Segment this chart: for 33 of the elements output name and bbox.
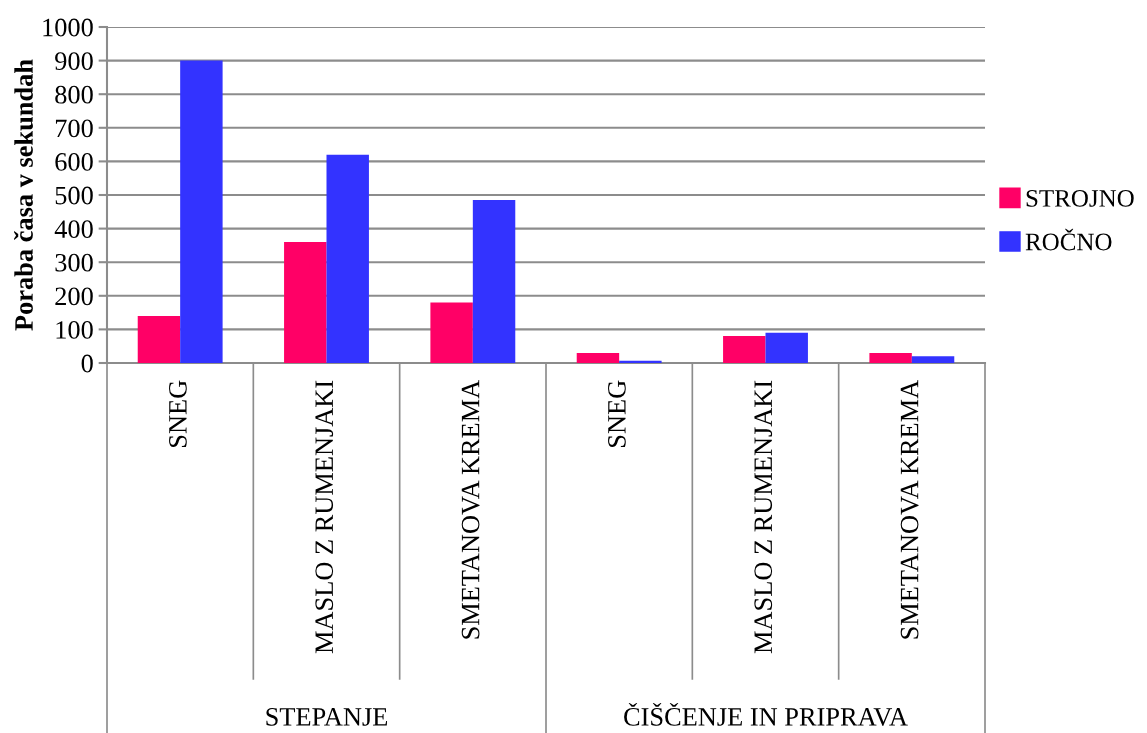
bar — [180, 60, 223, 363]
text: ČIŠČENJE IN PRIPRAVA — [624, 702, 908, 726]
y-tick-label: 900 — [55, 52, 93, 71]
bar — [911, 356, 955, 363]
x-tick-label: MASLO Z RUMENJAKI — [315, 380, 334, 654]
y-tick-label: 400 — [54, 220, 93, 239]
bar — [765, 332, 808, 363]
x-tick-label: SMETANOVA KREMA — [461, 379, 480, 639]
y-tick-label: 100 — [56, 321, 93, 339]
x-tick-label: SMETANOVA KREMA — [900, 379, 919, 639]
y-tick-label: 600 — [55, 153, 93, 171]
x-tick-label: MASLO Z RUMENJAKI — [754, 380, 773, 654]
y-tick-label: 300 — [55, 253, 93, 272]
y-tick-label: 700 — [55, 119, 93, 138]
text: STEPANJE — [266, 708, 388, 726]
legend-label: ROČNO — [1025, 228, 1112, 251]
bar — [430, 302, 473, 363]
legend-label: STROJNO — [1026, 190, 1134, 207]
bar — [723, 336, 766, 363]
bar — [284, 242, 327, 363]
y-tick-label: 800 — [55, 85, 93, 104]
bar — [472, 200, 516, 363]
bar — [326, 154, 369, 363]
y-tick-label: 1000 — [43, 18, 93, 37]
y-tick-label: 0 — [81, 354, 93, 373]
y-tick-label: 200 — [55, 287, 93, 306]
bar — [869, 352, 912, 363]
x-tick-label: SNEG — [608, 380, 626, 447]
bar — [137, 315, 181, 363]
x-tick-label: SNEG — [169, 380, 187, 447]
y-tick-label: 500 — [55, 186, 93, 205]
bar — [576, 352, 620, 363]
y-axis-title: Poraba časa v sekundah — [14, 59, 33, 331]
